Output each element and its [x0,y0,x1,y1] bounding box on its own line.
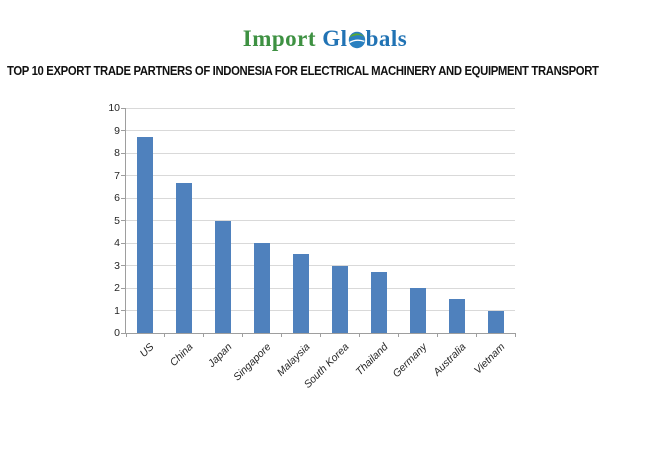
gridline [126,197,515,199]
x-axis-tick-mark [320,333,321,337]
y-axis-tick-label: 0 [114,327,120,339]
y-axis-tick-mark [121,220,125,221]
bar-australia [448,299,465,333]
gridline [126,175,515,176]
plot-area: 0 1 2 3 4 5 6 7 8 9 10 US China Japan Singapore Malays… [108,102,516,391]
y-axis-tick-mark [121,332,125,334]
gridline [126,265,515,266]
y-axis-tick-label: 3 [114,259,120,272]
gridline [126,107,515,109]
x-axis-tick-mark [242,333,244,337]
logo-text-gl: Gl [322,26,348,51]
y-axis-tick-mark [121,265,125,266]
y-axis-tick-label: 5 [114,214,120,227]
globe-leaf [348,33,365,38]
y-axis-tick-mark [121,287,125,289]
x-axis-tick-mark [397,333,399,337]
y-axis-tick-label: 7 [114,169,120,182]
gridline [126,310,515,311]
y-axis-tick-mark [121,310,125,311]
gridline [126,152,515,154]
x-axis-tick-mark [514,333,516,337]
y-axis-tick-mark [121,107,125,109]
x-axis-tick-mark [125,333,127,337]
bar-vietnam [487,310,504,333]
logo: Import Gl bals [0,26,650,52]
bar-japan [215,220,232,333]
page-title: TOP 10 EXPORT TRADE PARTNERS OF INDONESI… [7,63,599,78]
y-axis-tick-mark [121,130,125,131]
y-axis-tick-label: 1 [114,304,120,317]
x-axis-category-label: Australia [430,341,469,379]
y-axis-tick-label: 10 [108,102,120,114]
bar-thailand [370,272,387,333]
x-axis-tick-mark [475,333,477,337]
x-axis-tick-mark [203,333,205,337]
y-axis-tick-mark [121,242,125,244]
bar-us [137,137,154,333]
y-axis-tick-mark [121,152,125,154]
y-axis-tick-label: 9 [114,124,120,137]
bar-malaysia [293,254,310,333]
logo-text-import: Import [242,26,317,51]
globe-swirl [348,39,365,44]
x-axis-tick-mark [436,333,438,337]
bar-china [176,183,193,333]
gridline [126,287,515,289]
x-axis-category-label: Vietnam [471,341,508,377]
x-axis-tick-mark [164,333,166,337]
x-axis-tick-mark [358,333,360,337]
bar-germany [409,288,426,333]
x-axis-tick-mark [281,333,283,337]
gridline [126,220,515,221]
y-axis-tick-label: 4 [114,237,120,249]
globe-icon [347,29,367,49]
bar-singapore [254,243,271,333]
gridline [126,130,515,131]
y-axis-tick-mark [121,175,125,176]
bar-south-korea [331,265,348,333]
logo-text-bals: bals [365,26,408,51]
gridline [126,242,515,244]
y-axis-tick-mark [121,197,125,199]
x-axis-category-label: Thailand [353,341,391,378]
x-axis-category-label: Germany [390,341,430,381]
y-axis-tick-label: 6 [114,192,120,204]
y-axis-tick-label: 8 [114,147,120,159]
y-axis-tick-label: 2 [114,282,120,294]
